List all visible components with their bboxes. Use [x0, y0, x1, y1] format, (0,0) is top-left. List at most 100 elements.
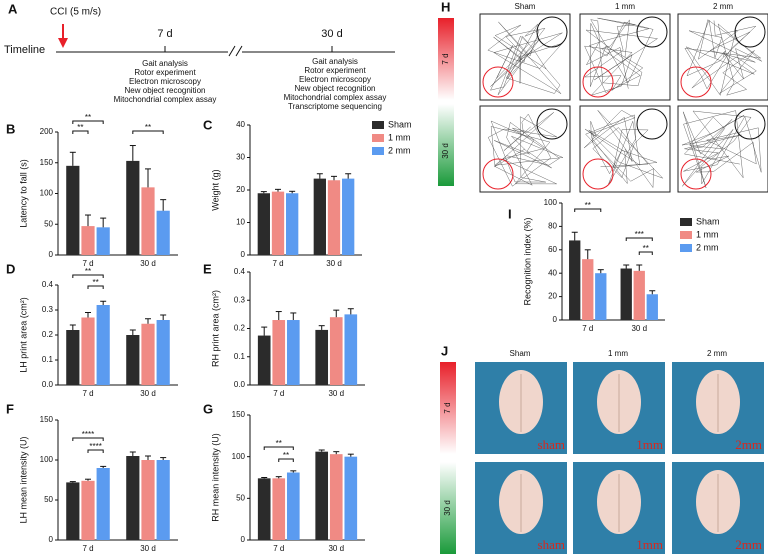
object-zone — [482, 66, 514, 98]
photo-label: 1mm — [636, 537, 663, 552]
panel-letter: B — [6, 121, 15, 136]
assay: Electron microscopy — [129, 77, 201, 86]
y-tick-label: 0 — [553, 315, 558, 324]
significance-bracket — [72, 130, 89, 134]
panel-letter: F — [6, 401, 14, 416]
y-tick-label: 0 — [49, 535, 54, 544]
bar — [327, 180, 341, 255]
significance-label: ** — [145, 123, 151, 132]
bar — [96, 227, 110, 255]
bar — [620, 268, 632, 320]
bar — [66, 165, 80, 255]
y-tick-label: 100 — [232, 452, 246, 461]
x-tick-label: 30 d — [140, 259, 156, 268]
y-tick-label: 150 — [40, 158, 54, 167]
x-tick-label: 7 d — [82, 544, 93, 553]
x-tick-label: 7 d — [273, 389, 284, 398]
bar — [257, 193, 270, 255]
bar — [156, 460, 170, 540]
bar — [315, 329, 329, 385]
object-zone — [536, 108, 568, 140]
legend-swatch — [372, 121, 384, 129]
object-zone — [636, 16, 668, 48]
y-tick-label: 0.2 — [42, 330, 54, 339]
bar — [126, 335, 140, 385]
significance-label: ** — [276, 439, 282, 448]
bar — [342, 178, 355, 255]
y-tick-label: 40 — [548, 268, 557, 277]
significance-bracket — [278, 458, 294, 462]
row-label: 7 d — [441, 53, 450, 64]
x-tick-label: 30 d — [140, 389, 156, 398]
group-bar — [440, 362, 456, 454]
y-tick-label: 30 — [236, 153, 245, 162]
injury-arrowhead — [58, 38, 68, 48]
photo-label: 2mm — [735, 437, 762, 452]
significance-bracket — [625, 237, 653, 241]
significance-bracket — [72, 120, 104, 124]
bar — [595, 273, 607, 320]
significance-bracket — [638, 251, 653, 255]
y-tick-label: 40 — [236, 120, 245, 129]
trajectory — [487, 21, 563, 96]
row-label: 30 d — [441, 143, 450, 159]
bar — [81, 317, 95, 385]
significance-bracket — [72, 437, 104, 441]
bar — [81, 480, 95, 540]
y-tick-label: 0.0 — [42, 380, 54, 389]
x-tick-label: 30 d — [326, 259, 342, 268]
bar — [66, 482, 80, 540]
assay: New object recognition — [125, 86, 206, 95]
y-axis-label: RH print area (cm²) — [210, 290, 220, 367]
trajectory — [487, 112, 564, 187]
object-zone — [680, 158, 712, 190]
y-tick-label: 0.3 — [42, 305, 54, 314]
y-tick-label: 50 — [44, 219, 53, 228]
column-label: Sham — [510, 349, 531, 358]
x-tick-label: 30 d — [328, 389, 344, 398]
trajectory — [584, 17, 659, 96]
significance-bracket — [574, 208, 602, 212]
bar — [257, 335, 271, 385]
photo-label: 2mm — [735, 537, 762, 552]
significance-label: ** — [85, 113, 91, 122]
y-tick-label: 0 — [241, 535, 246, 544]
row-label: 7 d — [443, 402, 452, 413]
group-bar — [438, 18, 454, 100]
panel-letter: D — [6, 261, 15, 276]
group-bar — [438, 104, 454, 186]
bar — [286, 472, 300, 540]
bar — [156, 210, 170, 255]
time-point: 30 d — [321, 28, 342, 40]
bar — [329, 454, 343, 540]
bar — [646, 294, 658, 320]
y-tick-label: 0.1 — [234, 352, 246, 361]
bar — [633, 270, 645, 320]
bar — [66, 330, 80, 385]
object-zone — [582, 158, 614, 190]
y-tick-label: 60 — [548, 245, 557, 254]
object-zone — [482, 158, 514, 190]
y-tick-label: 200 — [40, 127, 54, 136]
assay: Transcriptome sequencing — [288, 102, 382, 111]
group-bar — [440, 462, 456, 554]
y-tick-label: 0 — [49, 250, 54, 259]
significance-label: **** — [82, 430, 94, 439]
bar — [141, 323, 155, 385]
y-tick-label: 0.4 — [42, 280, 54, 289]
significance-label: ** — [585, 201, 591, 210]
assay: Rotor experiment — [304, 66, 366, 75]
bar — [96, 468, 110, 540]
bar — [96, 305, 110, 385]
legend-label: 2 mm — [696, 242, 719, 252]
y-tick-label: 100 — [40, 189, 54, 198]
panel-letter: J — [441, 343, 448, 358]
trajectory — [583, 110, 663, 189]
significance-bracket — [132, 130, 164, 134]
trajectory — [684, 19, 762, 96]
bar — [329, 317, 343, 385]
y-axis-label: Recognition index (%) — [522, 217, 532, 305]
assay: Mitochondrial complex assay — [114, 95, 217, 104]
column-label: 1 mm — [615, 2, 635, 11]
significance-bracket — [263, 446, 294, 450]
